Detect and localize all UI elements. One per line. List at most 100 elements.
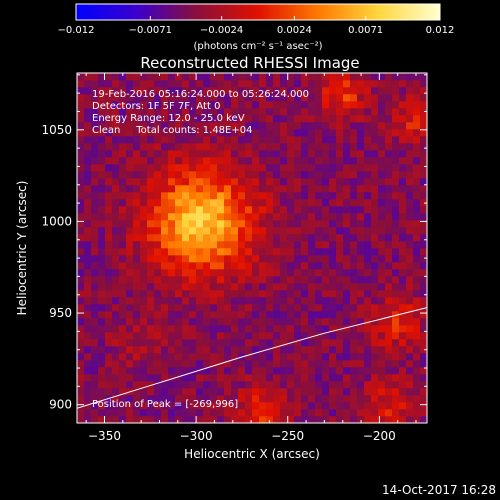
heatmap-cell	[294, 248, 302, 256]
heatmap-cell	[343, 199, 351, 207]
heatmap-cell	[119, 388, 127, 396]
heatmap-cell	[294, 115, 302, 123]
heatmap-cell	[392, 220, 400, 228]
heatmap-cell	[182, 220, 190, 228]
heatmap-cell	[217, 388, 225, 396]
heatmap-cell	[238, 206, 246, 214]
heatmap-cell	[315, 171, 323, 179]
heatmap-cell	[329, 206, 337, 214]
heatmap-cell	[168, 171, 176, 179]
heatmap-cell	[105, 122, 113, 130]
heatmap-cell	[119, 395, 127, 403]
heatmap-cell	[224, 157, 232, 165]
heatmap-cell	[203, 374, 211, 382]
heatmap-cell	[140, 255, 148, 263]
heatmap-cell	[231, 409, 239, 417]
heatmap-cell	[168, 164, 176, 172]
heatmap-cell	[98, 199, 106, 207]
heatmap-cell	[210, 136, 218, 144]
heatmap-cell	[350, 213, 358, 221]
heatmap-cell	[224, 367, 232, 375]
heatmap-cell	[350, 185, 358, 193]
heatmap-cell	[343, 255, 351, 263]
heatmap-cell	[371, 290, 379, 298]
heatmap-cell	[91, 199, 99, 207]
heatmap-cell	[266, 213, 274, 221]
heatmap-cell	[413, 332, 421, 340]
heatmap-cell	[224, 115, 232, 123]
heatmap-cell	[154, 402, 162, 410]
heatmap-cell	[77, 346, 85, 354]
heatmap-cell	[364, 213, 372, 221]
heatmap-cell	[189, 367, 197, 375]
heatmap-cell	[413, 269, 421, 277]
heatmap-cell	[84, 395, 92, 403]
heatmap-cell	[392, 248, 400, 256]
heatmap-cell	[406, 402, 414, 410]
heatmap-cell	[203, 241, 211, 249]
heatmap-cell	[105, 269, 113, 277]
heatmap-cell	[77, 220, 85, 228]
heatmap-cell	[364, 374, 372, 382]
heatmap-cell	[189, 332, 197, 340]
heatmap-cell	[217, 297, 225, 305]
heatmap-cell	[392, 360, 400, 368]
heatmap-cell	[84, 143, 92, 151]
heatmap-cell	[315, 101, 323, 109]
heatmap-cell	[182, 276, 190, 284]
heatmap-cell	[133, 318, 141, 326]
heatmap-cell	[406, 122, 414, 130]
heatmap-cell	[217, 192, 225, 200]
heatmap-cell	[182, 115, 190, 123]
heatmap-cell	[280, 318, 288, 326]
heatmap-cell	[161, 115, 169, 123]
heatmap-cell	[287, 199, 295, 207]
heatmap-cell	[378, 80, 386, 88]
heatmap-cell	[406, 283, 414, 291]
heatmap-cell	[301, 339, 309, 347]
heatmap-cell	[175, 171, 183, 179]
heatmap-cell	[189, 290, 197, 298]
heatmap-cell	[280, 94, 288, 102]
heatmap-cell	[378, 220, 386, 228]
heatmap-cell	[119, 143, 127, 151]
heatmap-cell	[336, 241, 344, 249]
heatmap-cell	[329, 276, 337, 284]
heatmap-cell	[224, 87, 232, 95]
heatmap-cell	[329, 115, 337, 123]
heatmap-cell	[217, 269, 225, 277]
heatmap-cell	[210, 374, 218, 382]
heatmap-cell	[210, 73, 218, 81]
heatmap-cell	[315, 402, 323, 410]
heatmap-cell	[420, 115, 427, 123]
heatmap-cell	[336, 171, 344, 179]
heatmap-cell	[371, 108, 379, 116]
heatmap-cell	[196, 311, 204, 319]
heatmap-cell	[329, 318, 337, 326]
heatmap-cell	[77, 199, 85, 207]
heatmap-cell	[119, 157, 127, 165]
heatmap-cell	[182, 367, 190, 375]
heatmap-cell	[112, 80, 120, 88]
heatmap-cell	[168, 388, 176, 396]
heatmap-cell	[238, 367, 246, 375]
heatmap-cell	[133, 87, 141, 95]
heatmap-cell	[301, 318, 309, 326]
heatmap-cell	[420, 402, 427, 410]
heatmap-cell	[336, 262, 344, 270]
heatmap-cell	[385, 206, 393, 214]
heatmap-cell	[105, 171, 113, 179]
heatmap-cell	[84, 374, 92, 382]
heatmap-cell	[280, 227, 288, 235]
heatmap-cell	[224, 136, 232, 144]
heatmap-cell	[315, 353, 323, 361]
heatmap-cell	[392, 353, 400, 361]
heatmap-cell	[287, 276, 295, 284]
heatmap-cell	[350, 129, 358, 137]
heatmap-cell	[329, 108, 337, 116]
heatmap-cell	[350, 164, 358, 172]
heatmap-cell	[112, 94, 120, 102]
heatmap-cell	[252, 332, 260, 340]
heatmap-cell	[133, 143, 141, 151]
heatmap-cell	[175, 353, 183, 361]
